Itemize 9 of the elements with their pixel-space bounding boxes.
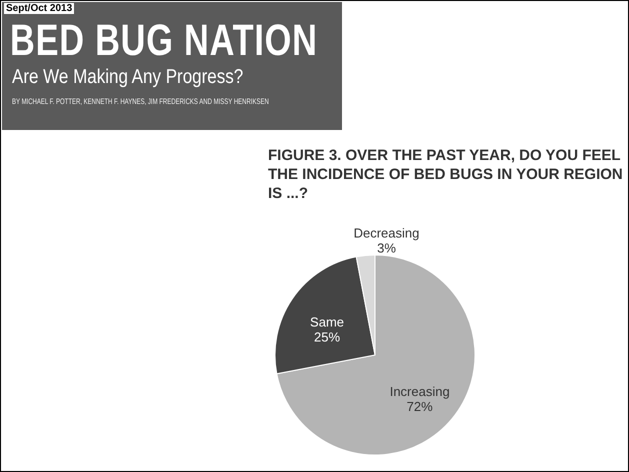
data-label: 72%	[406, 398, 434, 414]
data-label: 25%	[314, 329, 340, 344]
slice-label: Increasing	[390, 384, 450, 399]
slice-label: Decreasing	[354, 226, 420, 241]
data-label: 3%	[377, 240, 396, 256]
chart-title: FIGURE 3. OVER THE PAST YEAR, DO YOU FEEL THE INCIDENCE OF BED BUGS IN YOUR REGION IS ...?	[268, 146, 624, 203]
slice-label: Same	[310, 314, 344, 330]
pie-slice	[276, 254, 476, 456]
text: Sept/Oct 2013	[4, 3, 74, 14]
